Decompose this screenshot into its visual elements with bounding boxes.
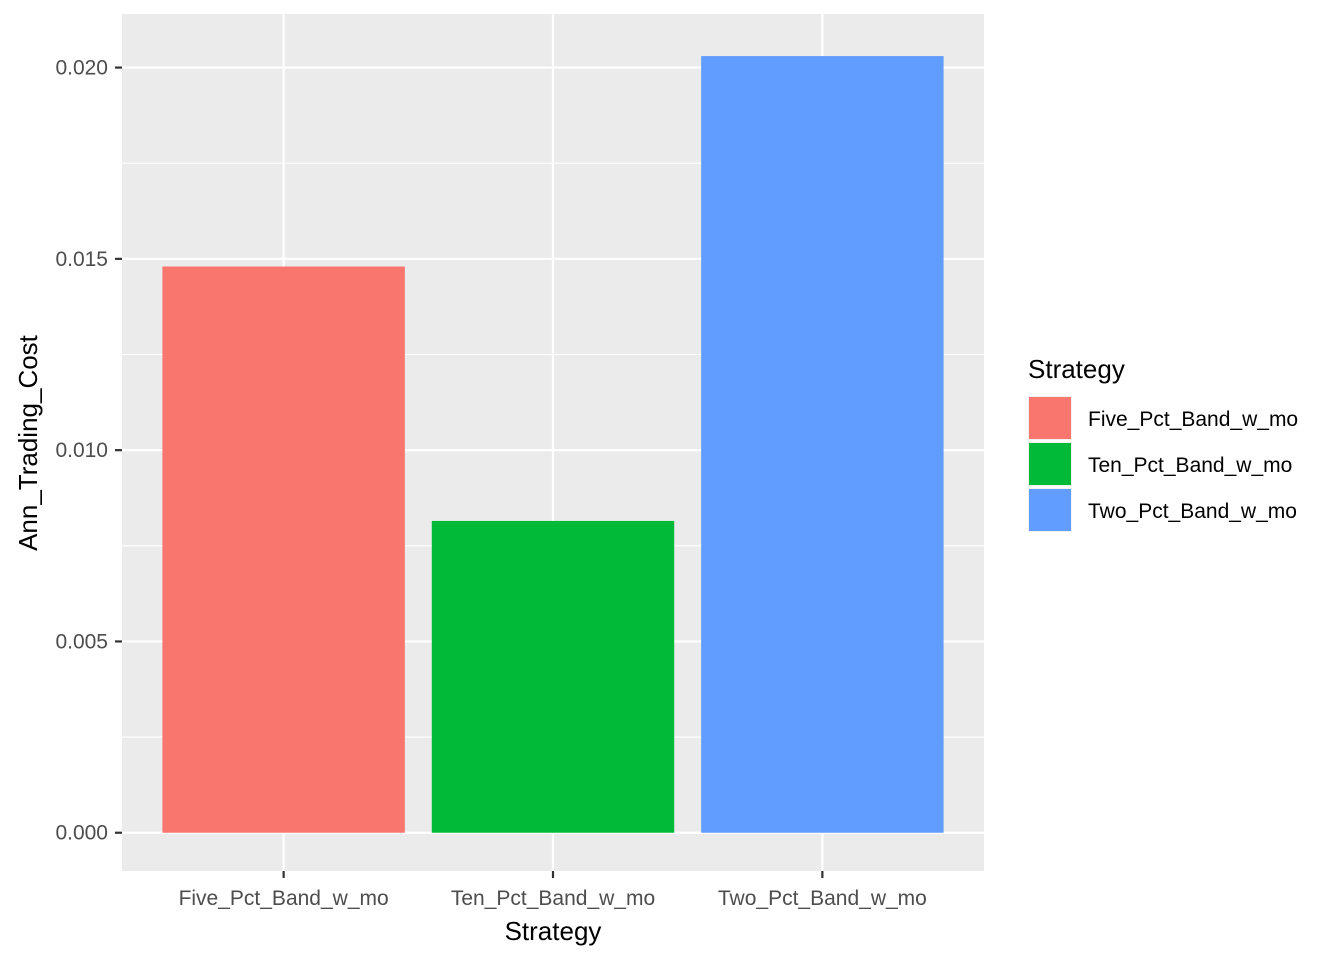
legend-label: Ten_Pct_Band_w_mo: [1088, 454, 1292, 477]
legend-title: Strategy: [1028, 354, 1125, 384]
legend-key-swatch: [1029, 489, 1071, 531]
y-tick-label: 0.000: [55, 822, 108, 845]
x-tick-label: Ten_Pct_Band_w_mo: [451, 887, 655, 910]
x-tick-label: Two_Pct_Band_w_mo: [718, 887, 927, 910]
legend-key-swatch: [1029, 397, 1071, 439]
bar-Two_Pct_Band_w_mo: [701, 56, 944, 833]
y-tick-label: 0.015: [55, 248, 108, 271]
bars: [162, 56, 944, 833]
legend-label: Five_Pct_Band_w_mo: [1088, 408, 1298, 431]
y-axis-title: Ann_Trading_Cost: [13, 334, 43, 551]
x-axis-title: Strategy: [505, 916, 602, 946]
legend-key-swatch: [1029, 443, 1071, 485]
x-tick-label: Five_Pct_Band_w_mo: [179, 887, 389, 910]
x-axis: Five_Pct_Band_w_mo Ten_Pct_Band_w_mo Two_P…: [179, 871, 927, 910]
bar-Five_Pct_Band_w_mo: [162, 266, 405, 833]
y-tick-label: 0.010: [55, 439, 108, 462]
legend: Strategy Five_Pct_Band_w_mo Ten_Pct_Band_…: [1028, 354, 1298, 532]
y-axis: 0.000 0.005 0.010 0.015 0.020: [55, 57, 122, 845]
bar-Ten_Pct_Band_w_mo: [431, 520, 675, 833]
y-tick-label: 0.005: [55, 630, 108, 653]
y-tick-label: 0.020: [55, 57, 108, 80]
legend-label: Two_Pct_Band_w_mo: [1088, 500, 1297, 523]
